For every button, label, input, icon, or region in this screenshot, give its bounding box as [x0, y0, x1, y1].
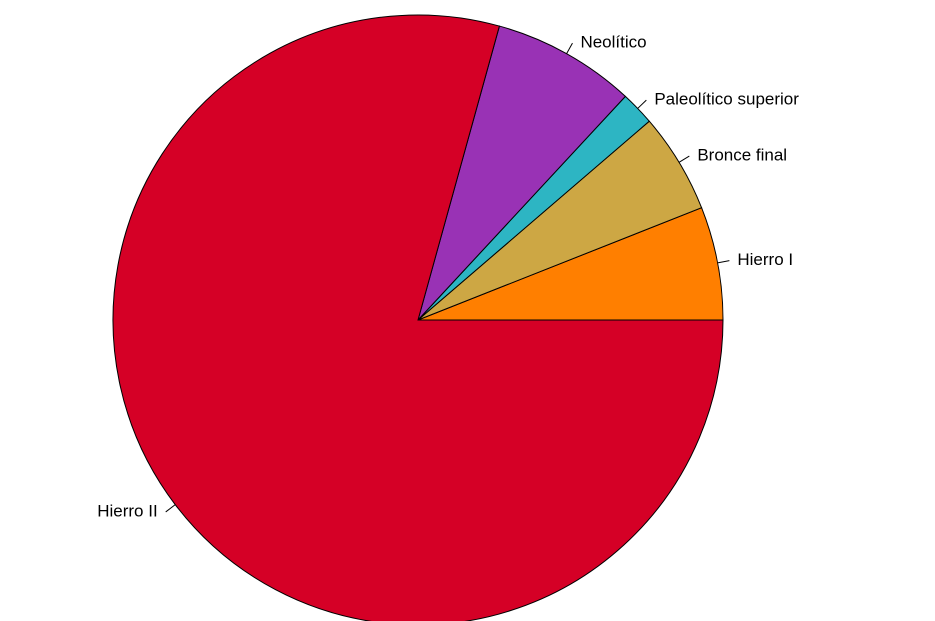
pie-label-hierro-ii: Hierro II — [97, 501, 157, 520]
pie-label-paleolitico-superior: Paleolítico superior — [654, 90, 799, 109]
label-tick-hierro-ii — [165, 504, 176, 513]
label-tick-paleolitico-superior — [637, 99, 647, 109]
pie-labels: Hierro I Bronce final Paleolítico superior… — [97, 33, 799, 521]
label-tick-bronce-final — [678, 155, 690, 163]
pie-slices — [112, 14, 724, 621]
pie-slice-neolitico — [417, 25, 627, 321]
pie-label-hierro-i: Hierro I — [737, 250, 793, 269]
label-tick-hierro-i — [717, 260, 730, 264]
pie-label-neolitico: Neolítico — [580, 33, 646, 52]
pie-slice-hierro-ii — [112, 14, 724, 621]
pie-label-bronce-final: Bronce final — [697, 146, 787, 165]
pie-label-ticks — [165, 42, 730, 513]
label-tick-neolitico — [566, 42, 573, 54]
